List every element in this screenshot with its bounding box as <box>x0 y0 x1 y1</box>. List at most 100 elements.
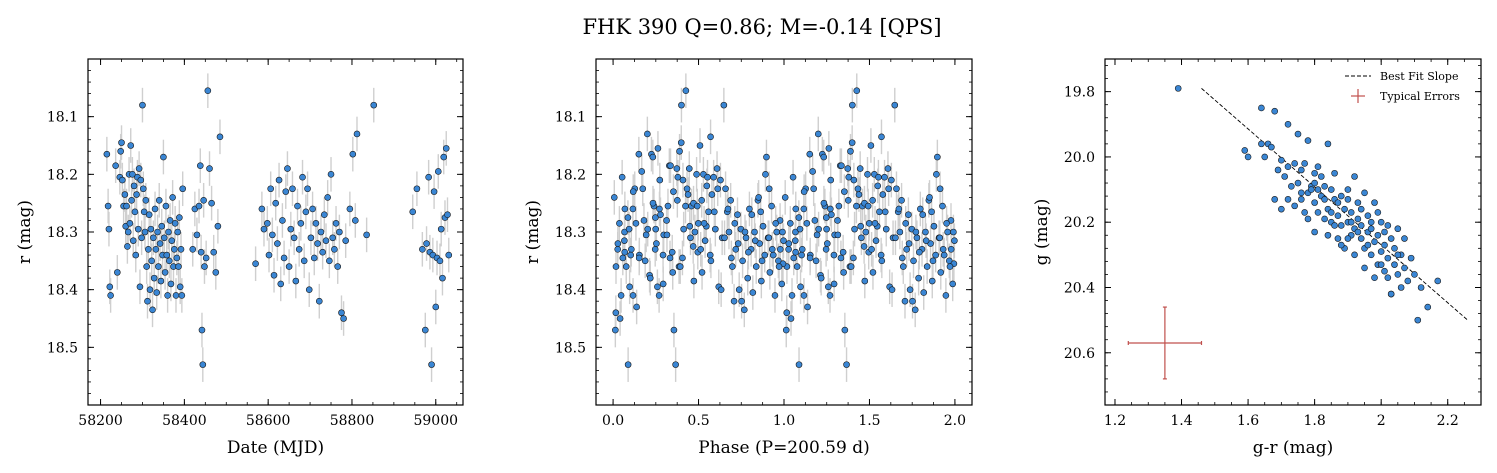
data-point <box>329 234 336 242</box>
data-point <box>868 246 875 253</box>
data-point <box>155 196 163 204</box>
data-point <box>370 101 378 109</box>
data-point <box>165 257 173 265</box>
data-point <box>772 220 779 227</box>
data-point <box>160 153 167 161</box>
data-point <box>640 217 648 224</box>
data-point <box>680 225 687 233</box>
legend-entry-label: Best Fit Slope <box>1380 70 1458 83</box>
data-point <box>812 257 820 265</box>
data-point <box>619 254 627 262</box>
data-point <box>656 176 664 184</box>
data-point <box>912 228 920 236</box>
data-point <box>176 214 183 221</box>
data-point <box>949 280 957 288</box>
data-point <box>138 234 145 242</box>
data-point <box>677 139 685 146</box>
data-point <box>707 133 714 141</box>
data-point <box>617 292 625 299</box>
data-point <box>199 361 207 368</box>
data-point <box>696 142 704 149</box>
data-point <box>1391 261 1398 268</box>
data-point <box>744 274 752 282</box>
data-point <box>659 251 667 259</box>
data-point <box>1314 209 1322 216</box>
data-point <box>1311 199 1318 206</box>
data-point <box>144 297 151 305</box>
data-point <box>214 222 222 230</box>
y-axis-label: r (mag) <box>523 200 543 264</box>
data-point <box>849 101 856 109</box>
data-point <box>1411 271 1418 278</box>
data-point <box>1241 147 1249 154</box>
x-tick-label: 58600 <box>246 413 291 429</box>
y-tick-label: 18.3 <box>47 225 78 241</box>
data-point <box>946 263 954 270</box>
data-point <box>663 231 671 239</box>
typical-error-bar <box>1127 306 1203 380</box>
data-point <box>781 194 789 201</box>
data-point <box>905 240 913 247</box>
data-point <box>1394 251 1402 259</box>
y-axis-label: g (mag) <box>1032 199 1052 266</box>
data-point <box>674 173 682 181</box>
data-point <box>855 191 863 198</box>
data-point <box>751 237 759 244</box>
data-point <box>693 171 700 178</box>
data-point <box>679 176 687 184</box>
data-point <box>878 257 886 265</box>
data-point <box>678 101 685 109</box>
data-point <box>142 196 150 204</box>
data-point <box>353 130 361 138</box>
data-point <box>148 257 155 265</box>
x-tick-label: 1.2 <box>1104 413 1126 429</box>
data-point <box>745 248 752 256</box>
data-point <box>137 176 145 184</box>
data-point <box>898 196 905 204</box>
data-point <box>839 248 847 256</box>
data-point <box>766 269 774 276</box>
data-point <box>815 225 822 233</box>
data-point <box>752 263 760 270</box>
data-point <box>797 283 804 291</box>
data-point <box>363 231 370 239</box>
data-point <box>703 182 711 190</box>
data-point <box>174 228 181 236</box>
data-point <box>166 217 174 224</box>
data-point <box>1298 166 1305 174</box>
data-point <box>428 361 435 368</box>
data-point <box>1291 202 1298 210</box>
data-point <box>664 202 672 210</box>
data-point <box>621 237 628 244</box>
data-point <box>1284 163 1292 171</box>
data-point <box>811 217 819 224</box>
data-point <box>951 237 958 244</box>
data-point <box>710 173 717 181</box>
data-point <box>334 263 342 270</box>
best-fit-line <box>1201 88 1468 321</box>
data-point <box>274 240 281 247</box>
data-point <box>434 168 442 175</box>
data-point <box>1344 196 1352 203</box>
data-point <box>891 101 899 109</box>
data-point <box>724 205 732 213</box>
minor-ticks <box>1105 59 1482 406</box>
data-point <box>656 205 663 213</box>
data-point <box>1357 222 1365 229</box>
data-point <box>112 162 119 169</box>
data-point <box>755 194 762 201</box>
x-tick-label: 59000 <box>413 413 458 429</box>
data-point <box>763 153 770 161</box>
data-point <box>314 240 321 247</box>
data-point <box>300 257 308 265</box>
x-axis-label: Phase (P=200.59 d) <box>698 438 869 458</box>
data-point <box>216 133 224 141</box>
data-point <box>1314 186 1322 193</box>
data-point <box>701 237 709 244</box>
data-point <box>689 243 697 250</box>
data-point <box>850 254 857 262</box>
data-point <box>950 228 957 236</box>
data-point <box>825 283 832 291</box>
data-point <box>911 306 919 314</box>
data-point <box>727 196 734 204</box>
